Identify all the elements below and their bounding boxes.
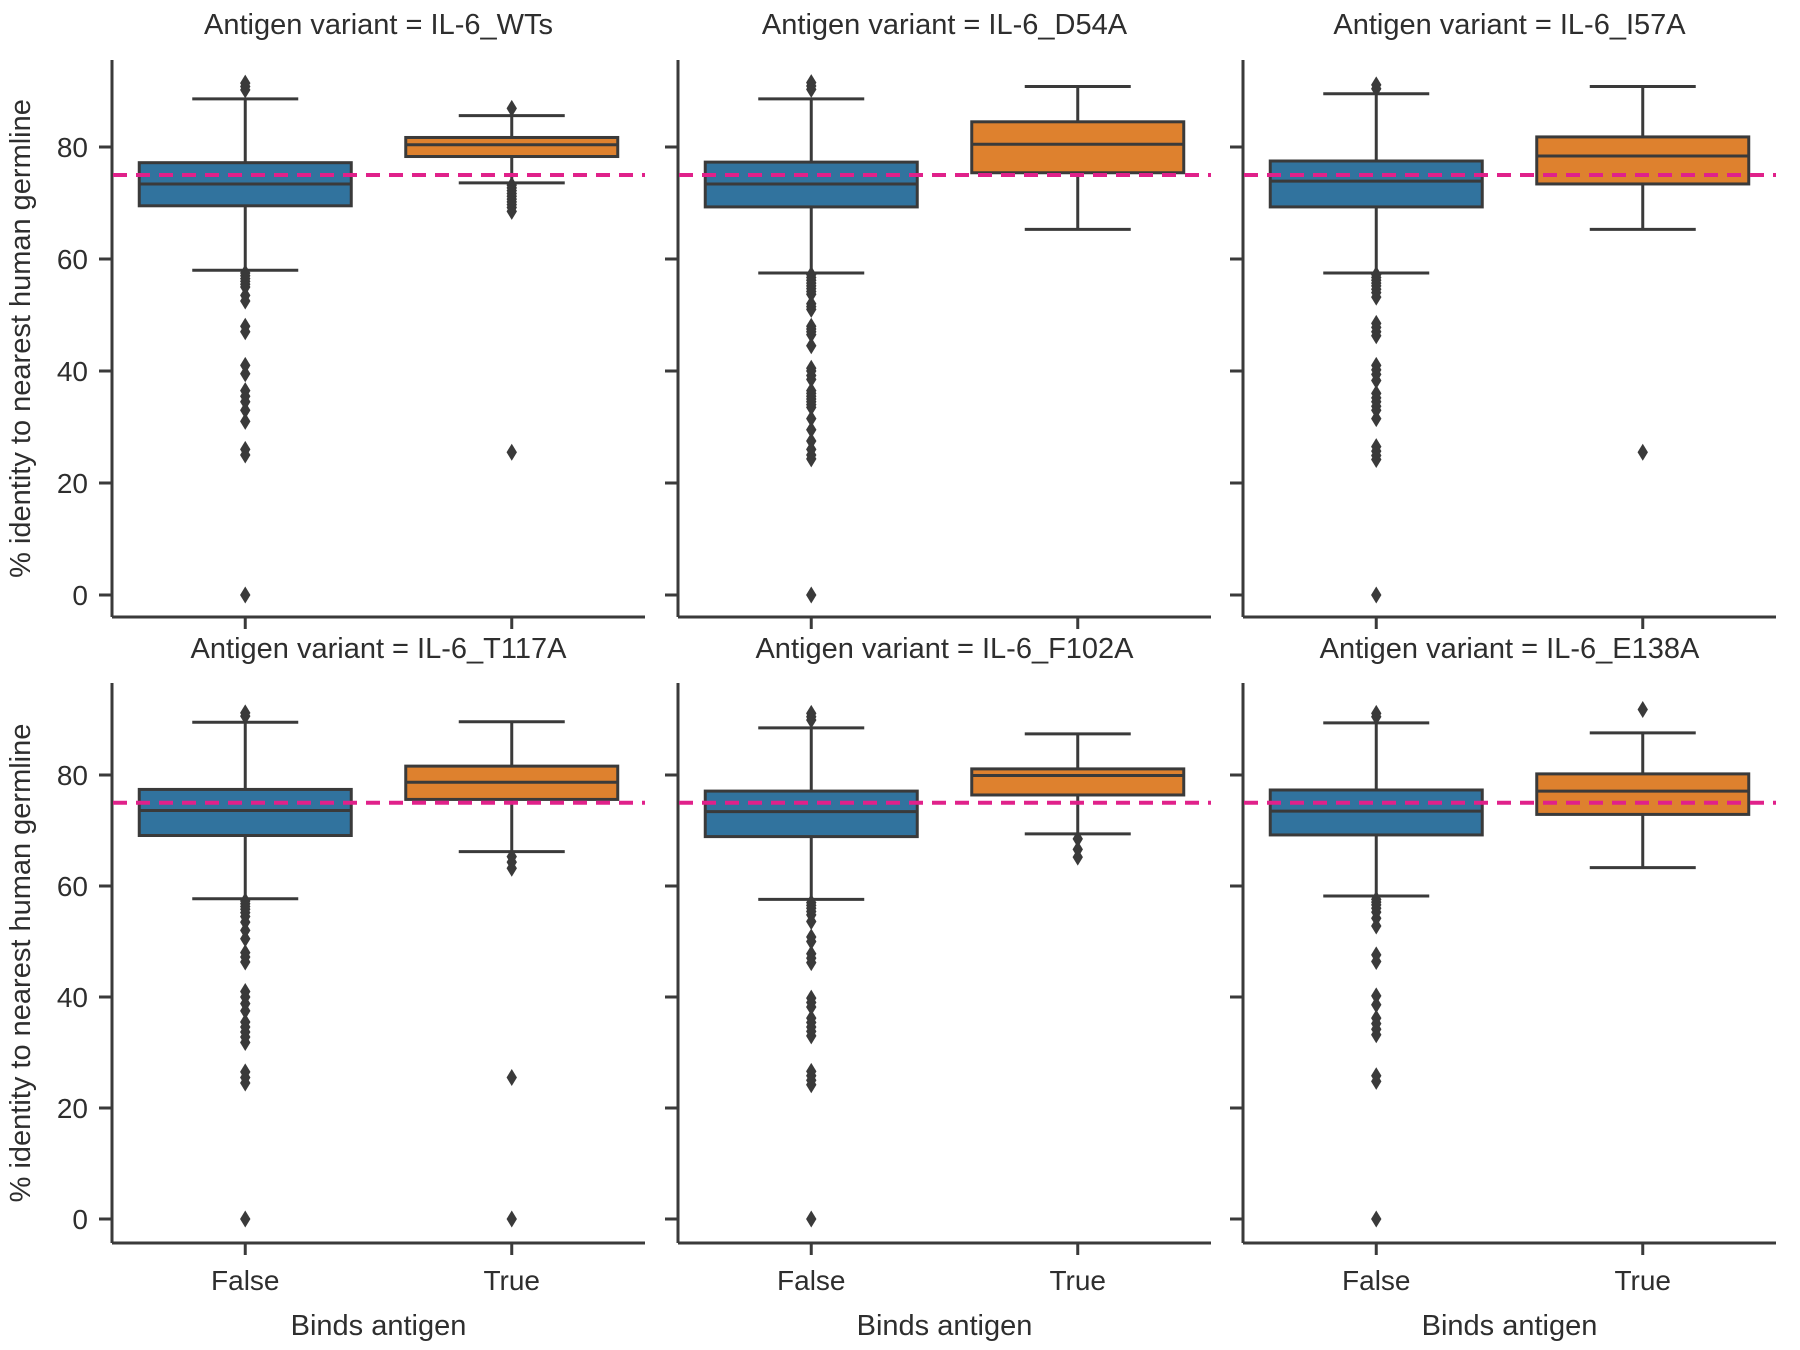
x-axis-label: Binds antigen <box>1422 1310 1598 1342</box>
box-true <box>404 135 620 159</box>
outlier-point <box>806 1076 817 1094</box>
outlier-point <box>806 285 817 303</box>
outlier-point <box>806 998 817 1016</box>
outlier-point <box>240 292 251 310</box>
outlier-point <box>1371 586 1382 604</box>
outlier-point <box>506 1068 517 1086</box>
y-tick-label: 40 <box>57 982 88 1013</box>
panel-title: Antigen variant = IL-6_I57A <box>1333 9 1686 41</box>
outlier-point <box>1637 701 1648 719</box>
outlier-point <box>1072 830 1083 848</box>
outlier-point <box>1371 1210 1382 1228</box>
outlier-point <box>240 74 251 92</box>
outlier-point <box>806 370 817 388</box>
outlier-point <box>240 1002 251 1020</box>
panel-title: Antigen variant = IL-6_T117A <box>191 633 568 665</box>
outlier-point <box>1371 288 1382 306</box>
outlier-point <box>1371 450 1382 468</box>
outlier-point <box>506 202 517 220</box>
outlier-point <box>240 1074 251 1092</box>
panel-title: Antigen variant = IL-6_D54A <box>762 9 1128 41</box>
outlier-point <box>240 930 251 948</box>
box-true <box>1535 772 1751 816</box>
outlier-point <box>806 954 817 972</box>
outlier-point <box>806 410 817 428</box>
outlier-point <box>506 99 517 117</box>
outlier-point <box>1371 704 1382 722</box>
box-false <box>137 787 353 837</box>
x-tick-label: True <box>1614 1265 1671 1296</box>
outlier-point <box>806 704 817 722</box>
outlier-point <box>806 586 817 604</box>
x-tick-label: True <box>483 1265 540 1296</box>
y-tick-label: 60 <box>57 244 88 275</box>
outlier-point <box>1371 996 1382 1014</box>
x-tick-label: False <box>1342 1265 1410 1296</box>
outlier-point <box>1371 917 1382 935</box>
outlier-point <box>806 300 817 318</box>
y-tick-label: 0 <box>72 580 88 611</box>
outlier-point <box>1371 372 1382 390</box>
y-axis-label: % identity to nearest human germline <box>5 724 37 1203</box>
y-tick-label: 20 <box>57 468 88 499</box>
outlier-point <box>506 859 517 877</box>
box-false <box>703 789 919 839</box>
outlier-point <box>240 412 251 430</box>
outlier-point <box>806 326 817 344</box>
outlier-point <box>506 1210 517 1228</box>
outlier-point <box>1371 410 1382 428</box>
outlier-point <box>806 913 817 931</box>
y-tick-label: 60 <box>57 871 88 902</box>
panel-title: Antigen variant = IL-6_WTs <box>204 9 553 41</box>
outlier-point <box>1371 76 1382 94</box>
outlier-point <box>806 74 817 92</box>
outlier-point <box>240 1210 251 1228</box>
outlier-point <box>1371 952 1382 970</box>
y-tick-label: 80 <box>57 760 88 791</box>
x-axis-label: Binds antigen <box>857 1310 1033 1342</box>
box-false <box>1268 159 1484 209</box>
outlier-point <box>240 704 251 722</box>
y-axis-label: % identity to nearest human germline <box>5 99 37 578</box>
outlier-point <box>506 443 517 461</box>
box-true <box>970 767 1186 797</box>
outlier-point <box>806 1027 817 1045</box>
outlier-point <box>806 1210 817 1228</box>
outlier-point <box>240 365 251 383</box>
outlier-point <box>240 401 251 419</box>
x-tick-label: False <box>211 1265 279 1296</box>
panel-title: Antigen variant = IL-6_F102A <box>755 633 1134 665</box>
y-tick-label: 80 <box>57 132 88 163</box>
panel-title: Antigen variant = IL-6_E138A <box>1320 633 1700 665</box>
outlier-point <box>1371 987 1382 1005</box>
y-tick-label: 0 <box>72 1204 88 1235</box>
outlier-point <box>240 446 251 464</box>
outlier-point <box>806 337 817 355</box>
outlier-point <box>806 933 817 950</box>
outlier-point <box>806 450 817 468</box>
x-axis-label: Binds antigen <box>291 1310 467 1342</box>
outlier-point <box>240 953 251 971</box>
outlier-point <box>1371 1026 1382 1044</box>
box-true <box>970 120 1186 175</box>
outlier-point <box>240 1034 251 1052</box>
outlier-point <box>240 323 251 341</box>
outlier-point <box>1371 1072 1382 1090</box>
y-tick-label: 40 <box>57 356 88 387</box>
x-tick-label: False <box>777 1265 845 1296</box>
outlier-point <box>1072 848 1083 866</box>
outlier-point <box>240 586 251 604</box>
outlier-point <box>1371 327 1382 345</box>
x-tick-label: True <box>1049 1265 1106 1296</box>
y-tick-label: 20 <box>57 1093 88 1124</box>
outlier-point <box>806 421 817 439</box>
outlier-point <box>806 398 817 416</box>
outlier-point <box>1637 443 1648 461</box>
